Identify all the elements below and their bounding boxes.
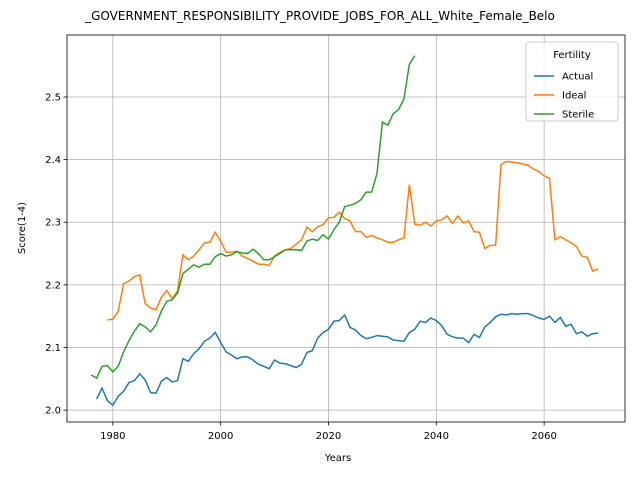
legend: Fertility Actual Ideal Sterile bbox=[525, 41, 619, 122]
y-tick-label: 2.4 bbox=[45, 155, 61, 166]
plot-frame bbox=[66, 34, 626, 423]
legend-box bbox=[525, 41, 619, 122]
x-tick-label: 2020 bbox=[316, 431, 341, 442]
legend-label: Actual bbox=[562, 72, 593, 83]
series-line bbox=[95, 312, 599, 407]
x-tick-label: 1980 bbox=[100, 431, 125, 442]
series-line bbox=[107, 160, 599, 321]
y-tick-label: 2.3 bbox=[45, 218, 61, 229]
y-tick-label: 2.2 bbox=[45, 280, 61, 291]
legend-label: Ideal bbox=[562, 91, 586, 102]
x-tick-label: 2060 bbox=[531, 431, 556, 442]
y-axis-label: Score(1-4) bbox=[17, 202, 28, 254]
y-tick-label: 2.5 bbox=[45, 92, 61, 103]
x-tick-label: 2040 bbox=[424, 431, 449, 442]
chart-title: _GOVERNMENT_RESPONSIBILITY_PROVIDE_JOBS_… bbox=[84, 9, 555, 23]
x-axis-label: Years bbox=[324, 453, 351, 464]
series-line bbox=[90, 55, 416, 380]
y-tick-label: 2.1 bbox=[45, 343, 61, 354]
y-tick-label: 2.0 bbox=[45, 406, 61, 417]
legend-title: Fertility bbox=[553, 50, 591, 61]
x-tick-label: 2000 bbox=[208, 431, 233, 442]
legend-label: Sterile bbox=[562, 110, 594, 121]
